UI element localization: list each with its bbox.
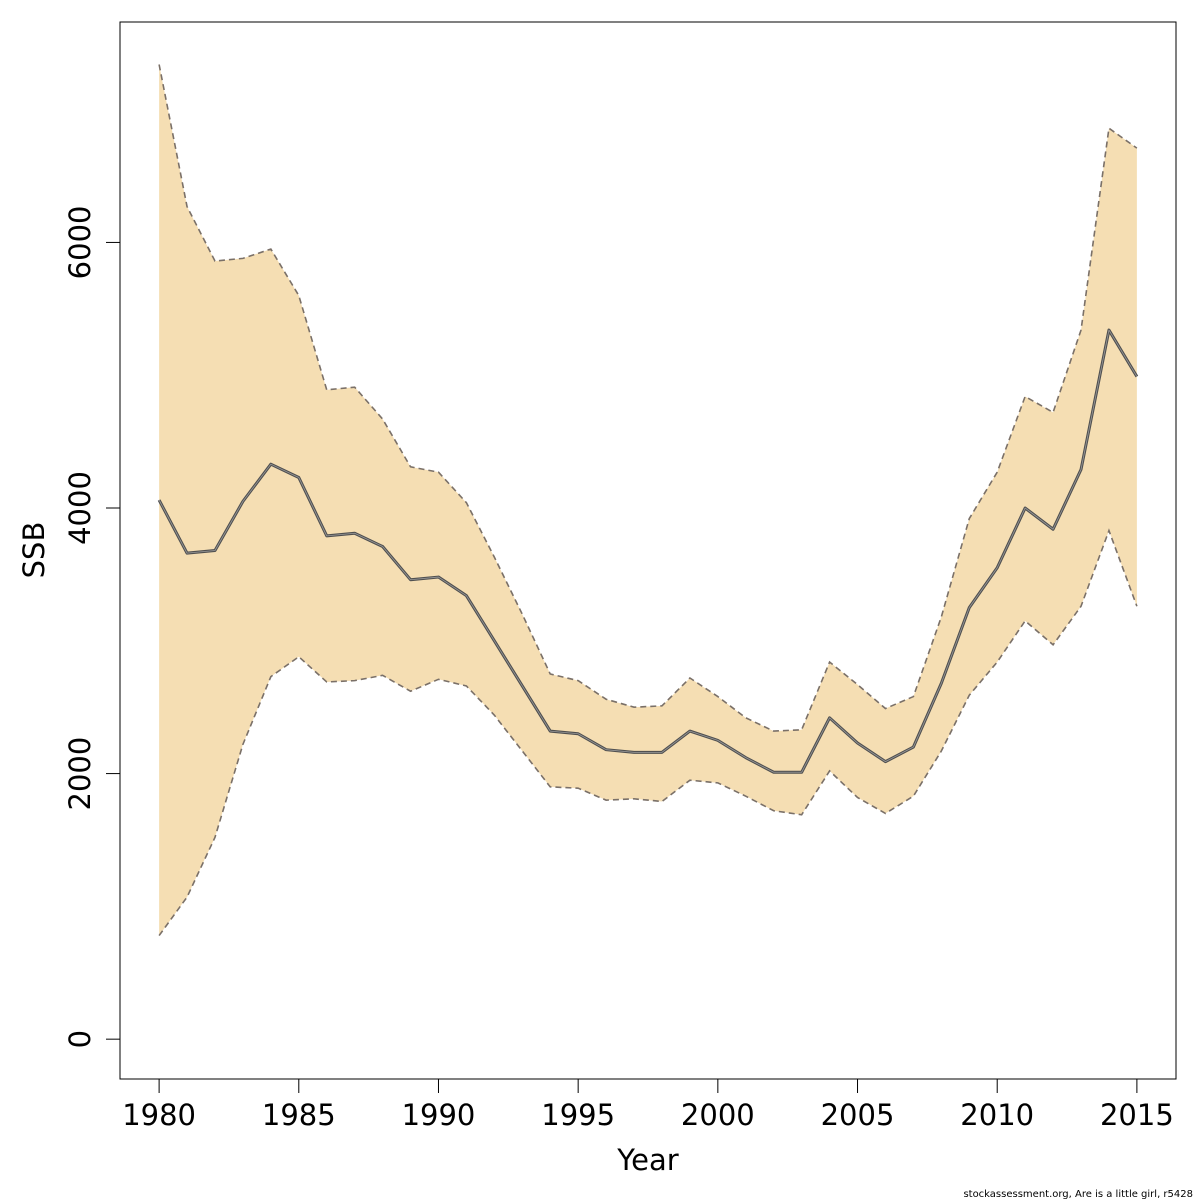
confidence-band-layer — [159, 64, 1137, 936]
x-tick-label: 2010 — [960, 1098, 1034, 1132]
y-axis-title: SSB — [17, 522, 51, 579]
y-axis: 0 2000 4000 6000 — [63, 206, 121, 1048]
ssb-line-highlight — [158, 329, 1138, 773]
ssb-line-layer — [157, 328, 1139, 774]
y-tick-label: 4000 — [63, 471, 97, 545]
x-tick-label: 2015 — [1100, 1098, 1174, 1132]
confidence-band — [159, 64, 1137, 936]
upper-bound-line — [158, 64, 1138, 732]
y-tick-label: 2000 — [63, 737, 97, 811]
x-axis-title: Year — [616, 1143, 678, 1177]
x-tick-label: 1980 — [122, 1098, 196, 1132]
confidence-bounds-layer — [158, 64, 1138, 937]
x-tick-label: 1990 — [402, 1098, 476, 1132]
x-axis: 1980 1985 1990 1995 2000 2005 2010 2015 — [122, 1078, 1174, 1132]
x-tick-label: 2005 — [821, 1098, 895, 1132]
x-tick-label: 1985 — [262, 1098, 336, 1132]
y-tick-label: 0 — [63, 1030, 97, 1048]
x-tick-label: 1995 — [541, 1098, 615, 1132]
x-tick-label: 2000 — [681, 1098, 755, 1132]
lower-bound-line — [158, 528, 1138, 937]
y-tick-label: 6000 — [63, 206, 97, 280]
footer-credit: stockassessment.org, Are is a little gir… — [963, 1189, 1193, 1200]
